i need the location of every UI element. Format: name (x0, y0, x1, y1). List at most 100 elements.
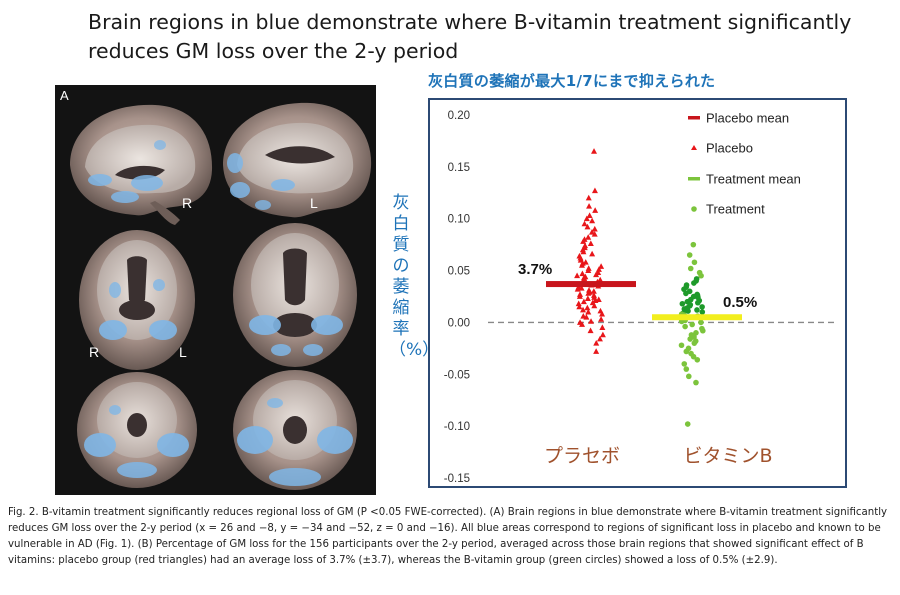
treatment-point (691, 280, 697, 286)
y-tick-label: 0.20 (448, 110, 470, 122)
treatment-point (694, 307, 700, 313)
placebo-point (588, 228, 595, 235)
treatment-point (683, 290, 689, 297)
y-tick-label: 0.05 (448, 266, 470, 278)
treatment-point (687, 336, 693, 342)
treatment-point (700, 327, 706, 334)
category-label-vitamin-b: ビタミンB (683, 445, 772, 467)
orient-label-r1: R (182, 195, 192, 211)
legend-placebo-marker (691, 145, 697, 150)
placebo-point (592, 207, 599, 213)
placebo-point (580, 298, 587, 305)
placebo-point (596, 335, 603, 342)
treatment-point (699, 309, 706, 315)
treatment-point (682, 323, 688, 330)
panel-label: A (60, 88, 69, 103)
placebo-point (591, 148, 598, 154)
legend-placebo-mean-marker (688, 116, 700, 120)
orient-label-r2: R (89, 344, 99, 360)
treatment-point (691, 259, 698, 266)
placebo-point (578, 262, 585, 268)
treatment-point (686, 252, 693, 258)
brain-sagittal-left (223, 102, 372, 218)
placebo-point (592, 297, 599, 304)
placebo-point (586, 203, 593, 209)
placebo-point (585, 234, 592, 240)
treatment-point (690, 353, 697, 360)
placebo-point (598, 263, 605, 269)
brain-mri-illustration: A R L (60, 88, 372, 490)
treatment-point (689, 321, 695, 328)
treatment-point (687, 265, 694, 272)
treatment-point (678, 342, 685, 349)
japanese-subtitle: 灰白質の萎縮が最大1/7にまで抑えられた (428, 72, 716, 90)
legend-treatment-mean: Treatment mean (706, 172, 801, 187)
placebo-point (580, 238, 587, 244)
placebo-point (591, 187, 598, 194)
treatment-point (683, 366, 690, 372)
legend-treatment: Treatment (706, 202, 765, 217)
treatment-mean-bar (652, 314, 742, 321)
placebo-point (581, 220, 588, 227)
y-tick-label: -0.10 (444, 421, 470, 433)
legend-treatment-marker (691, 206, 697, 212)
orient-label-l2: L (179, 344, 187, 360)
treatment-mean-annotation: 0.5% (723, 294, 757, 311)
placebo-point (595, 296, 602, 303)
placebo-point (583, 215, 590, 222)
brain-sagittal-right (70, 104, 213, 225)
brain-axial-bottom-right (233, 370, 357, 490)
japanese-y-axis-label: 灰白質の萎縮率（%） (389, 193, 440, 360)
treatment-point (691, 340, 698, 346)
placebo-point (595, 266, 602, 272)
treatment-point (685, 373, 692, 380)
placebo-point (575, 300, 582, 307)
brain-mri-panel: A R L (55, 85, 376, 495)
placebo-point (599, 331, 606, 338)
placebo-point (584, 223, 591, 230)
legend-placebo: Placebo (706, 141, 753, 156)
placebo-point (576, 293, 583, 299)
treatment-point (693, 330, 699, 336)
placebo-point (593, 271, 600, 278)
placebo-point (599, 310, 606, 317)
placebo-point (585, 267, 592, 273)
placebo-mean-bar (546, 281, 636, 288)
treatment-point (693, 379, 699, 386)
placebo-point (591, 302, 598, 309)
placebo-point (574, 272, 581, 279)
treatment-point (690, 241, 697, 248)
placebo-point (591, 231, 598, 237)
placebo-point (583, 314, 590, 320)
placebo-point (579, 270, 586, 277)
category-label-placebo: プラセボ (544, 445, 620, 467)
placebo-point (598, 316, 605, 322)
gm-loss-chart: 0.20 0.15 0.10 0.05 0.00 -0.05 -0.10 -0.15 Plac… (428, 98, 847, 488)
chart-svg: 0.20 0.15 0.10 0.05 0.00 -0.05 -0.10 -0.15 Plac… (444, 110, 835, 485)
brain-axial-middle-left (79, 230, 195, 370)
y-tick-label: -0.15 (444, 473, 470, 485)
treatment-point (685, 308, 691, 314)
y-tick-label: -0.05 (444, 369, 470, 381)
treatment-point (698, 272, 704, 279)
y-tick-label: 0.10 (448, 214, 470, 226)
treatment-point (684, 421, 691, 427)
figure-caption: Fig. 2. B-vitamin treatment significantl… (8, 507, 888, 566)
placebo-point (585, 194, 592, 201)
placebo-point (584, 304, 591, 311)
placebo-point (597, 276, 604, 283)
legend-placebo-mean: Placebo mean (706, 111, 789, 126)
brain-axial-bottom-left (77, 372, 197, 488)
placebo-point (590, 288, 597, 294)
treatment-point (679, 300, 686, 307)
placebo-point (580, 248, 587, 255)
brain-axial-middle-right (233, 223, 357, 367)
placebo-mean-annotation: 3.7% (518, 261, 552, 278)
placebo-point (578, 285, 585, 291)
placebo-point (587, 240, 594, 247)
placebo-point (584, 295, 591, 301)
placebo-point (579, 321, 586, 327)
placebo-point (574, 286, 581, 292)
placebo-point (591, 225, 598, 232)
orient-label-l1: L (310, 195, 318, 211)
